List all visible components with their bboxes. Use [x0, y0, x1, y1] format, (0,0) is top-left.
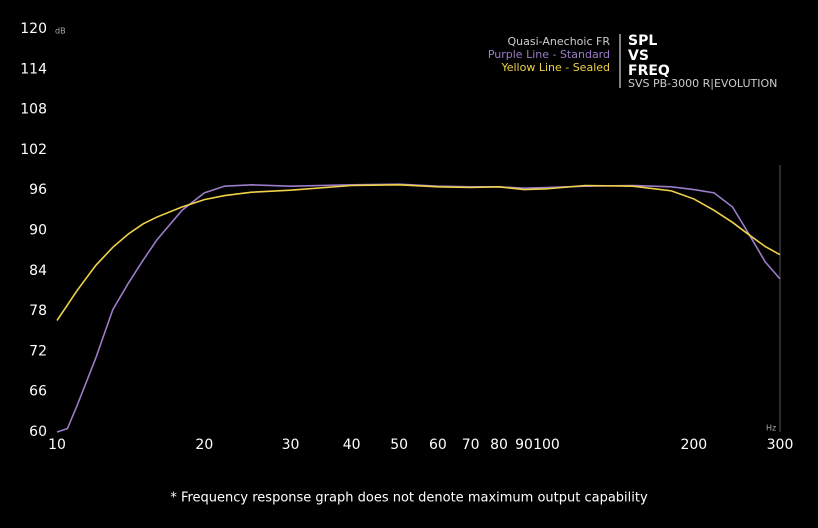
title-line: FREQ — [628, 63, 670, 79]
y-tick-label: 72 — [29, 343, 47, 359]
y-tick-label: 114 — [20, 61, 47, 77]
legend-title: Quasi-Anechoic FR — [508, 35, 611, 48]
series-line — [56, 183, 781, 433]
x-tick-label: 10 — [48, 437, 66, 453]
x-tick-label: 20 — [195, 437, 213, 453]
y-tick-label: 60 — [29, 424, 47, 440]
x-tick-label: 60 — [429, 437, 447, 453]
x-tick-label: 80 — [490, 437, 508, 453]
series-line — [56, 184, 781, 321]
x-tick-label: 90 — [515, 437, 533, 453]
legend-entry: Yellow Line - Sealed — [500, 61, 610, 74]
y-tick-label: 90 — [29, 223, 47, 239]
x-tick-label: 40 — [343, 437, 361, 453]
subtitle: SVS PB-3000 R|EVOLUTION — [628, 77, 777, 90]
y-unit: dB — [55, 27, 66, 36]
x-tick-label: 200 — [680, 437, 707, 453]
x-tick-label: 100 — [533, 437, 560, 453]
x-tick-label: 300 — [767, 437, 794, 453]
y-tick-label: 78 — [29, 303, 47, 319]
title-line: VS — [628, 48, 649, 64]
footnote: * Frequency response graph does not deno… — [170, 491, 648, 506]
legend-entry: Purple Line - Standard — [488, 48, 610, 61]
y-tick-label: 102 — [20, 142, 47, 158]
x-unit: Hz — [766, 424, 776, 433]
x-tick-label: 70 — [462, 437, 480, 453]
y-tick-label: 66 — [29, 384, 47, 400]
y-tick-label: 120 — [20, 21, 47, 37]
x-tick-label: 30 — [282, 437, 300, 453]
x-tick-label: 50 — [390, 437, 408, 453]
y-tick-label: 108 — [20, 102, 47, 118]
y-tick-label: 84 — [29, 263, 47, 279]
y-tick-label: 96 — [29, 182, 47, 198]
title-line: SPL — [628, 33, 657, 49]
